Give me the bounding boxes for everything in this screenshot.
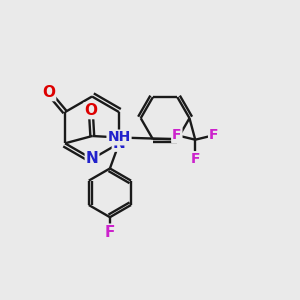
Text: N: N [113, 136, 125, 151]
Text: O: O [84, 103, 97, 118]
Text: F: F [105, 225, 115, 240]
Text: NH: NH [107, 130, 131, 145]
Text: F: F [190, 152, 200, 166]
Text: N: N [86, 152, 98, 166]
Text: F: F [172, 128, 182, 142]
Text: F: F [209, 128, 218, 142]
Text: O: O [42, 85, 55, 100]
